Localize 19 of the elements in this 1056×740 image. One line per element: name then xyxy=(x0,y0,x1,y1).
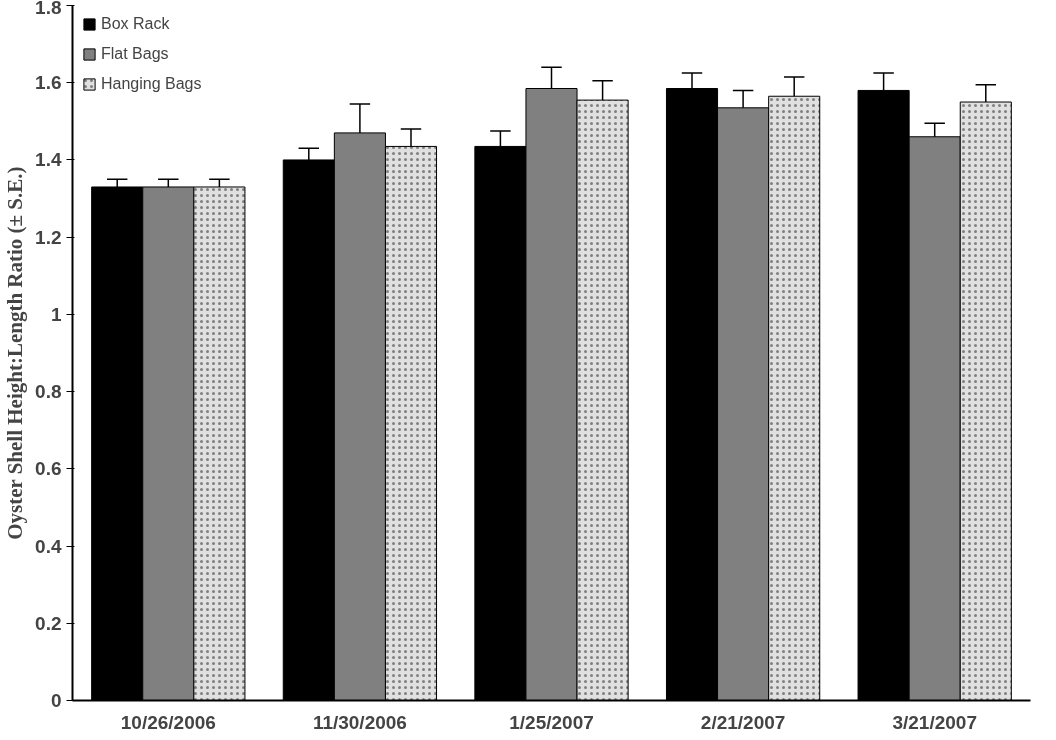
x-tick-label: 3/21/2007 xyxy=(892,711,977,733)
x-tick-label: 1/25/2007 xyxy=(509,711,594,733)
y-tick-label: 1.6 xyxy=(35,72,62,94)
y-tick-label: 0 xyxy=(50,690,62,711)
legend-label: Hanging Bags xyxy=(101,75,202,93)
y-tick-label: 0.6 xyxy=(35,458,62,480)
x-tick-label: 11/30/2006 xyxy=(312,711,407,733)
y-tick-label: 0.8 xyxy=(35,381,62,403)
y-tick-label: 1.8 xyxy=(35,0,62,18)
x-tick-label: 2/21/2007 xyxy=(700,711,786,733)
y-tick-label: 1.4 xyxy=(35,149,62,171)
y-tick-label: 1.2 xyxy=(35,226,62,248)
legend-label: Box Rack xyxy=(101,15,170,33)
y-tick-label: 0.4 xyxy=(35,535,62,557)
x-tick-label: 10/26/2006 xyxy=(120,711,216,733)
y-tick-label: 1 xyxy=(50,303,62,325)
y-axis-title: Oyster Shell Height:Length Ratio (± S.E.) xyxy=(3,166,28,540)
y-tick-label: 0.2 xyxy=(35,612,62,634)
legend-label: Flat Bags xyxy=(101,45,169,63)
